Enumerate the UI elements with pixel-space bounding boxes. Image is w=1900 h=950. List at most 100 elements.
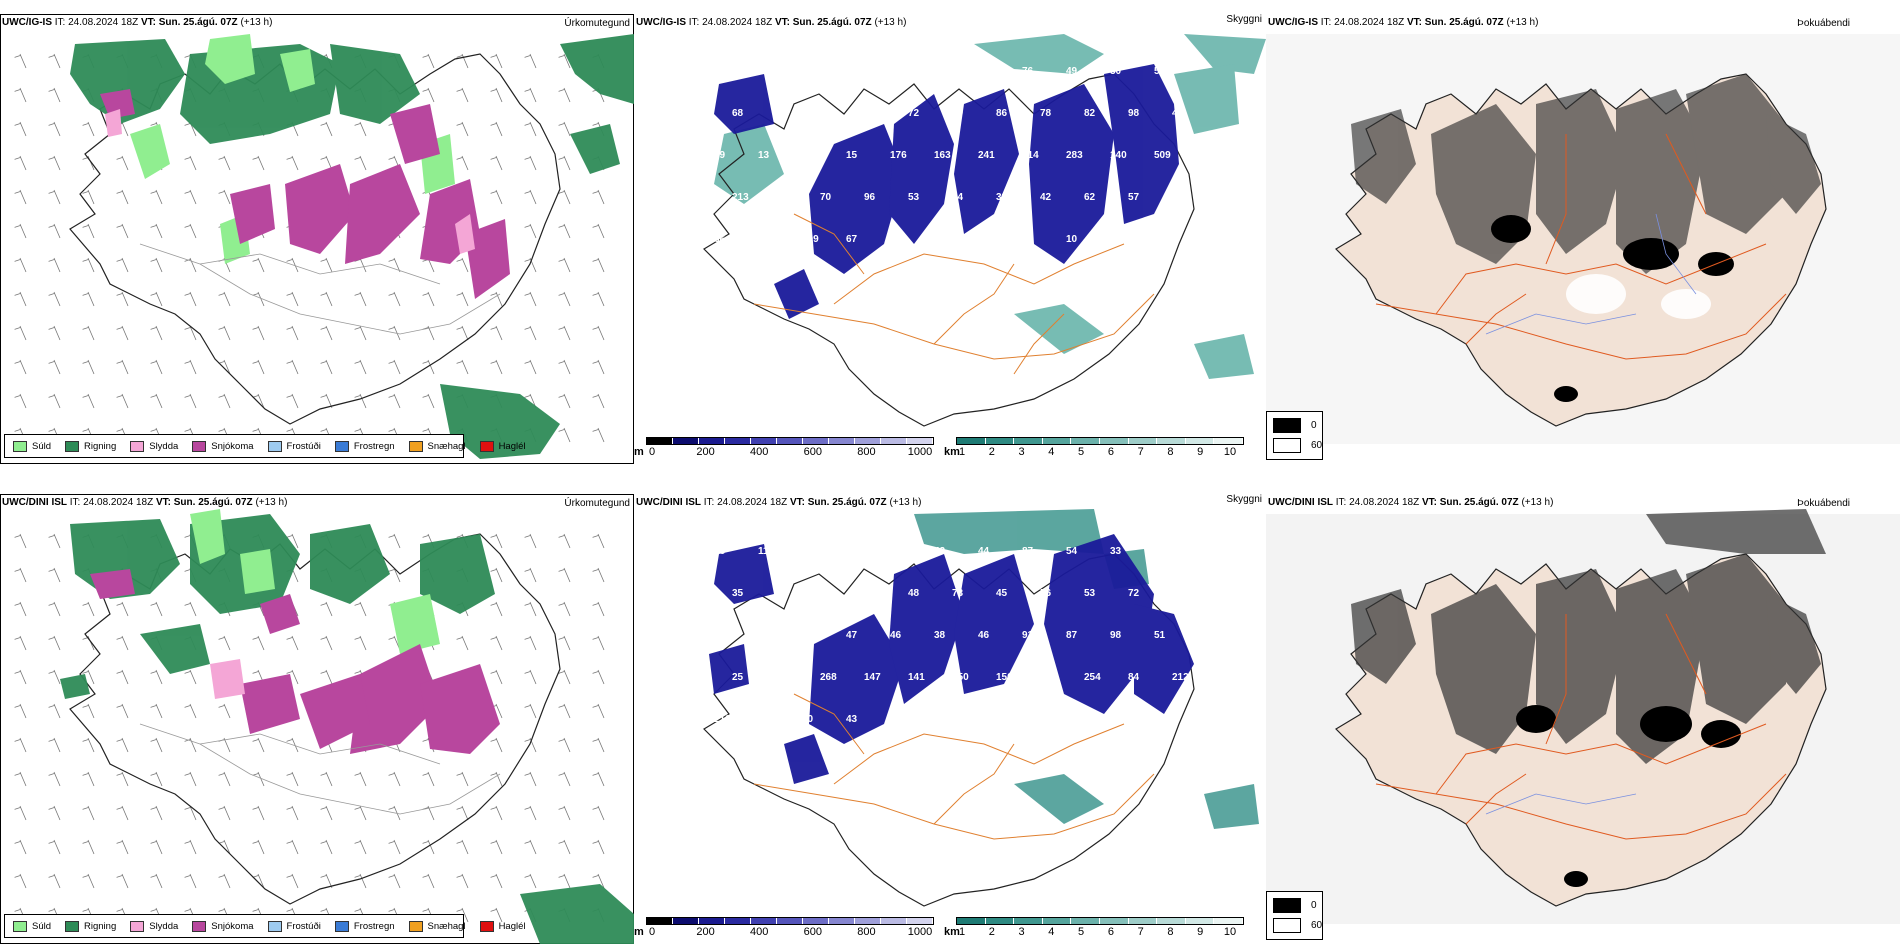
visibility-value: 48 <box>908 588 920 599</box>
vt-label: VT: <box>774 17 790 28</box>
visibility-value: 10 <box>934 714 946 725</box>
fog-legend-row: 0 <box>1273 898 1317 913</box>
legend-label: Frostregn <box>353 440 395 452</box>
colorbar-tick: 6 <box>1107 926 1114 938</box>
model-name: UWC/DINI ISL <box>636 497 701 508</box>
visibility-value: 47 <box>846 630 858 641</box>
colorbar-tick: 9 <box>1197 446 1204 458</box>
panel-title: Úrkomutegund <box>564 18 630 29</box>
vt-label: VT: <box>140 17 156 28</box>
precip-type-panel-1: UWC/IG-IS IT: 24.08.2024 18Z VT: Sun. 25… <box>0 14 634 464</box>
panel-header: UWC/IG-IS IT: 24.08.2024 18Z VT: Sun. 25… <box>636 17 906 28</box>
colorbar-segment <box>1071 438 1100 444</box>
it-value: 24.08.2024 18Z <box>717 497 788 508</box>
legend-swatch <box>479 440 494 452</box>
it-value: 24.08.2024 18Z <box>1334 17 1405 28</box>
colorbar-segment <box>985 918 1015 924</box>
it-label: IT: <box>688 17 700 28</box>
visibility-value: 76 <box>802 630 814 641</box>
colorbar-tick: 7 <box>1137 446 1144 458</box>
legend-item: Slydda <box>130 920 178 932</box>
colorbar-segment <box>803 438 829 444</box>
visibility-value: 209 <box>802 234 819 245</box>
visibility-value: 62 <box>1084 192 1096 203</box>
fog-map-1 <box>1266 34 1900 444</box>
visibility-value: 180 <box>758 714 775 725</box>
colorbar-tick: 4 <box>1048 926 1055 938</box>
lead-time: (+13 h) <box>1506 17 1539 28</box>
colorbar-segment <box>751 438 777 444</box>
it-label: IT: <box>69 497 81 508</box>
colorbar-segment <box>699 438 725 444</box>
colorbar-segment <box>855 918 881 924</box>
colorbar-segment <box>985 438 1015 444</box>
colorbar-tick: 2 <box>988 926 995 938</box>
visibility-value: 42 <box>1040 192 1052 203</box>
visibility-value: 314 <box>1022 150 1039 161</box>
colorbar-segment <box>881 918 907 924</box>
colorbar-segment <box>1042 918 1072 924</box>
visibility-value: 69 <box>714 150 726 161</box>
legend-swatch <box>130 920 145 932</box>
legend-item: Frostúði <box>267 920 321 932</box>
colorbar-segment <box>803 918 829 924</box>
colorbar-segment <box>647 918 673 924</box>
visibility-value: 44 <box>952 192 964 203</box>
visibility-value: 66 <box>802 546 814 557</box>
panel-header: UWC/DINI ISL IT: 24.08.2024 18Z VT: Sun.… <box>2 497 287 508</box>
visibility-value: 16 <box>978 714 990 725</box>
visibility-value: 12 <box>846 66 858 77</box>
visibility-value: 66 <box>758 630 770 641</box>
legend-item: Rigning <box>65 440 116 452</box>
colorbar-segment <box>647 438 673 444</box>
legend-swatch <box>267 920 282 932</box>
colorbar-segment <box>673 438 699 444</box>
colorbar-tick: 400 <box>750 926 769 938</box>
visibility-value: 91 <box>1022 630 1034 641</box>
precip-type-panel-2: UWC/DINI ISL IT: 24.08.2024 18Z VT: Sun.… <box>0 494 634 944</box>
visibility-value: 10 <box>1066 234 1078 245</box>
visibility-value: 43 <box>846 714 858 725</box>
colorbar-tick: 0 <box>648 446 656 458</box>
vt-value: Sun. 25.ágú. 07Z <box>1439 497 1519 508</box>
colorbar-segment <box>881 438 907 444</box>
visibility-value: 44 <box>978 546 990 557</box>
visibility-value: 268 <box>820 672 837 683</box>
it-value: 24.08.2024 18Z <box>702 17 773 28</box>
colorbar-segment <box>1099 438 1129 444</box>
visibility-value: 56 <box>820 108 832 119</box>
visibility-value: 51 <box>1154 66 1166 77</box>
visibility-value: 98 <box>1128 108 1140 119</box>
legend-swatch <box>130 440 145 452</box>
legend-swatch <box>408 920 423 932</box>
visibility-panel-2: 78 116 66 69 56 42 44 87 54 33 52 35 47 45 43 48 73 45 56 5… <box>634 494 1266 944</box>
colorbar-strip <box>956 437 1244 445</box>
visibility-value: 87 <box>1066 630 1078 641</box>
colorbar-tick: 400 <box>750 446 769 458</box>
visibility-value: 67 <box>846 234 858 245</box>
colorbar-tick: 200 <box>696 926 715 938</box>
fog-panel-2: UWC/DINI ISL IT: 24.08.2024 18Z VT: Sun.… <box>1266 494 1900 944</box>
fog-legend-1: 0 60 <box>1266 411 1323 460</box>
colorbar-segment <box>673 918 699 924</box>
visibility-value: 141 <box>908 672 925 683</box>
visibility-value: 150 <box>952 672 969 683</box>
fog-panel-1: UWC/IG-IS IT: 24.08.2024 18Z VT: Sun. 25… <box>1266 14 1900 464</box>
panel-title: Úrkomutegund <box>564 498 630 509</box>
colorbar-segment <box>777 918 803 924</box>
visibility-value: 212 <box>1172 672 1189 683</box>
legend-swatch <box>334 440 349 452</box>
legend-label: Haglél <box>498 920 526 932</box>
legend-label: Frostúði <box>286 440 321 452</box>
visibility-value: 73 <box>934 234 946 245</box>
visibility-value: 60 <box>802 714 814 725</box>
legend-swatch <box>65 920 80 932</box>
panel-header: UWC/DINI ISL IT: 24.08.2024 18Z VT: Sun.… <box>636 497 921 508</box>
visibility-value: 176 <box>890 150 907 161</box>
precip-type-map-2 <box>0 494 634 944</box>
vt-label: VT: <box>789 497 805 508</box>
colorbar-strip <box>956 917 1244 925</box>
legend-item: Frostúði <box>267 440 321 452</box>
visibility-value: 161 <box>1110 234 1127 245</box>
legend-label: Snjókoma <box>211 440 254 452</box>
